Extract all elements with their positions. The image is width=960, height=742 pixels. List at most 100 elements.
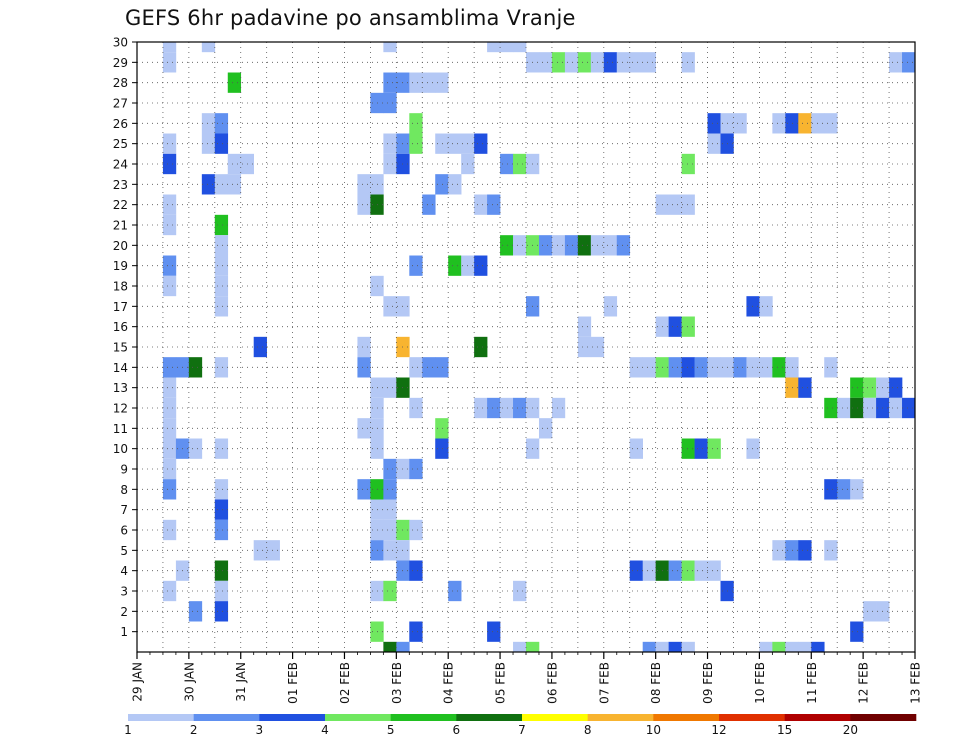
heatmap-cell: [227, 72, 242, 93]
heatmap-cell: [616, 235, 631, 256]
heatmap-cell: [642, 357, 656, 378]
heatmap-cell: [772, 357, 786, 378]
heatmap-cell: [642, 560, 656, 581]
heatmap-cell: [850, 377, 864, 398]
x-tick-label: 07 FEB: [597, 662, 611, 704]
x-tick-label: 13 FEB: [909, 662, 923, 704]
heatmap-cell: [188, 357, 203, 378]
heatmap-cell: [474, 397, 488, 419]
heatmap-cell: [824, 479, 838, 500]
y-tick-label: 21: [113, 219, 128, 233]
heatmap-cell: [357, 418, 371, 439]
y-tick-label: 27: [113, 97, 128, 111]
heatmap-cell: [759, 296, 773, 317]
heatmap-cell: [162, 519, 177, 541]
heatmap-cell: [811, 641, 825, 652]
heatmap-cell: [409, 133, 423, 154]
heatmap-cell: [538, 418, 553, 439]
heatmap-cell: [863, 377, 877, 398]
heatmap-cell: [422, 194, 436, 215]
x-tick-label: 12 FEB: [857, 662, 871, 704]
x-axis: 29 JAN 30 JAN 31 JAN 01 FEB 02 FEB 03 FEB 04 F…: [131, 652, 923, 704]
heatmap-cell: [357, 357, 371, 378]
heatmap-cell: [487, 621, 501, 642]
y-tick-label: 20: [113, 239, 128, 253]
heatmap-cell: [902, 397, 916, 419]
heatmap-cell: [487, 397, 501, 419]
heatmap-cell: [681, 153, 695, 175]
heatmap-cell: [253, 540, 267, 561]
heatmap-cell: [162, 458, 177, 480]
heatmap-cell: [824, 540, 838, 561]
legend-swatch: [719, 714, 785, 721]
heatmap-cell: [863, 601, 877, 622]
heatmap-cell: [214, 357, 229, 378]
y-tick-label: 25: [113, 137, 128, 151]
heatmap-cell: [214, 174, 229, 195]
heatmap-cell: [785, 113, 799, 134]
heatmap-cell: [435, 133, 449, 154]
heatmap-cell: [383, 479, 397, 500]
heatmap-cell: [435, 438, 449, 459]
heatmap-cell: [409, 621, 423, 642]
heatmap-cell: [214, 519, 229, 541]
heatmap-cell: [214, 235, 229, 256]
heatmap-cell: [383, 540, 397, 561]
heatmap-cell: [266, 540, 280, 561]
legend-level-label: 12: [711, 723, 726, 737]
legend-level-label: 15: [777, 723, 792, 737]
y-tick-label: 11: [113, 422, 128, 436]
heatmap-cell: [513, 42, 527, 53]
heatmap-cell: [538, 235, 553, 256]
heatmap-cell: [253, 336, 267, 358]
heatmap-cell: [785, 357, 799, 378]
legend-swatch: [390, 714, 457, 721]
legend-swatch: [259, 714, 326, 721]
legend-swatch: [587, 714, 654, 721]
heatmap-cell: [785, 540, 799, 561]
x-tick-label: 06 FEB: [545, 662, 559, 704]
legend-swatch: [456, 714, 523, 721]
heatmap-cell: [214, 580, 229, 602]
heatmap-cell: [409, 397, 423, 419]
heatmap-cell: [759, 357, 773, 378]
legend-level-label: 1: [124, 723, 132, 737]
heatmap-cell: [422, 72, 436, 93]
heatmap-cell: [668, 357, 682, 378]
heatmap-cell: [785, 377, 799, 398]
heatmap-cell: [500, 42, 514, 53]
heatmap-cell: [837, 479, 851, 500]
heatmap-cell: [383, 641, 397, 652]
heatmap-cell: [707, 357, 721, 378]
heatmap-cell: [551, 397, 566, 419]
heatmap-cell: [188, 438, 203, 459]
heatmap-cell: [162, 52, 177, 73]
heatmap-cell: [603, 52, 618, 73]
legend-level-label: 4: [321, 723, 329, 737]
heatmap-cell: [629, 560, 643, 581]
heatmap-cell: [474, 133, 488, 154]
heatmap-cell: [668, 560, 682, 581]
heatmap-cell: [435, 72, 449, 93]
heatmap-cell: [474, 255, 488, 276]
heatmap-cell: [487, 194, 501, 215]
heatmap-cell: [162, 42, 177, 53]
heatmap-cell: [409, 458, 423, 480]
heatmap-cell: [383, 519, 397, 541]
heatmap-cell: [733, 113, 747, 134]
y-tick-label: 22: [113, 198, 128, 212]
heatmap-cell: [214, 438, 229, 459]
heatmap-cell: [214, 601, 229, 622]
heatmap-cell: [642, 52, 656, 73]
heatmap-cell: [564, 235, 579, 256]
heatmap-cell: [707, 560, 721, 581]
heatmap-cell: [513, 153, 527, 175]
y-tick-label: 15: [113, 341, 128, 355]
heatmap-cell: [694, 438, 708, 459]
heatmap-cell: [409, 255, 423, 276]
heatmap-cell: [551, 52, 566, 73]
x-tick-label: 09 FEB: [701, 662, 715, 704]
heatmap-cell: [513, 397, 527, 419]
heatmap-cell: [577, 316, 592, 337]
